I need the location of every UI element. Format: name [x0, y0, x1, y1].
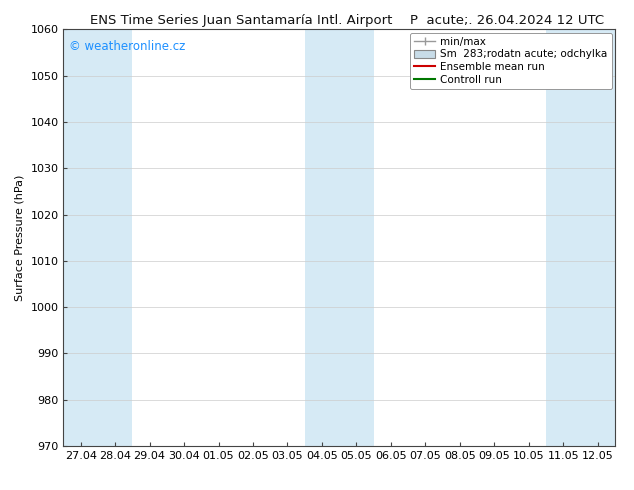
Bar — [339, 29, 373, 446]
Bar — [305, 29, 339, 446]
Text: © weatheronline.cz: © weatheronline.cz — [69, 40, 185, 53]
Y-axis label: Surface Pressure (hPa): Surface Pressure (hPa) — [15, 174, 25, 301]
Text: ENS Time Series Juan Santamaría Intl. Airport: ENS Time Series Juan Santamaría Intl. Ai… — [90, 14, 392, 27]
Bar — [63, 29, 98, 446]
Text: P  acute;. 26.04.2024 12 UTC: P acute;. 26.04.2024 12 UTC — [410, 14, 604, 27]
Bar — [546, 29, 581, 446]
Bar — [581, 29, 615, 446]
Bar — [98, 29, 133, 446]
Legend: min/max, Sm  283;rodatn acute; odchylka, Ensemble mean run, Controll run: min/max, Sm 283;rodatn acute; odchylka, … — [410, 32, 612, 89]
